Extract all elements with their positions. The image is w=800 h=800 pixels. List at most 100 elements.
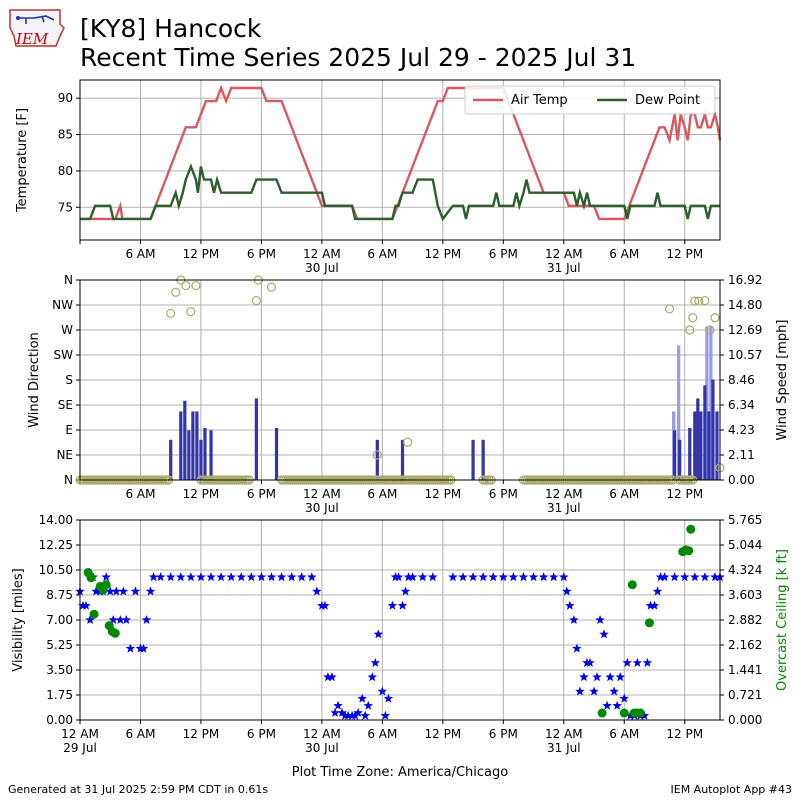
visibility-point [148, 572, 159, 582]
logo-text: IEM [15, 30, 49, 48]
wind-direction-point [710, 313, 720, 323]
x-tick-label: 6 PM [247, 487, 276, 501]
visibility-point [206, 572, 216, 582]
visibility-point [343, 710, 353, 720]
x-tick-label: 6 AM [609, 727, 639, 741]
visibility-point [605, 672, 615, 682]
plot-frame [79, 519, 721, 721]
visibility-point [246, 572, 257, 582]
x-tick-date-label: 30 Jul [305, 501, 339, 515]
y2-tick-label: 2.882 [728, 613, 762, 627]
visibility-point [307, 572, 317, 582]
x-tick-label: 6 AM [367, 487, 397, 501]
y2-tick-label: 16.92 [728, 273, 762, 287]
x-tick-label: 12 AM [303, 487, 341, 501]
visibility-point [105, 586, 115, 596]
ceiling-point [635, 708, 645, 718]
visibility-point [276, 572, 287, 582]
x-tick-label: 12 PM [424, 247, 461, 261]
visibility-point [330, 707, 340, 717]
wind-speed-bar [703, 385, 707, 480]
y-tick-label: 8.75 [46, 588, 73, 602]
y-tick-label: 14.00 [39, 513, 73, 527]
x-tick-label: 6 AM [125, 487, 155, 501]
visibility-point [91, 586, 101, 596]
x-tick-label: 12 AM [545, 487, 583, 501]
visibility-point [327, 672, 337, 682]
y2-tick-label: 12.69 [728, 323, 762, 337]
visibility-point [538, 572, 549, 582]
y-tick-label: 80 [58, 164, 73, 178]
x-tick-date-label: 31 Jul [547, 741, 581, 755]
visibility-point [565, 600, 575, 610]
iem-logo: IEM [9, 9, 65, 48]
wind-direction-point [402, 437, 413, 447]
visibility-point [690, 572, 700, 582]
ceiling-point [684, 546, 694, 556]
y2-tick-label: 1.441 [728, 663, 762, 677]
ceiling-point [597, 708, 607, 718]
visibility-point [350, 710, 360, 720]
wind-direction-point [700, 295, 710, 306]
visibility-point [615, 672, 625, 682]
wind-direction-point [372, 450, 382, 460]
visibility-point [81, 600, 91, 610]
ceiling-point [86, 573, 96, 583]
y-axis-label: Temperature [F] [15, 108, 30, 213]
x-tick-label: 6 AM [609, 247, 639, 261]
y-tick-label: N [64, 473, 73, 487]
y-tick-label: 75 [58, 200, 73, 214]
visibility-point [599, 629, 609, 639]
x-tick-label: 12 PM [424, 727, 461, 741]
visibility-point [186, 572, 196, 582]
visibility-point [397, 600, 408, 610]
visibility-point [383, 693, 394, 703]
visibility-point [297, 572, 307, 582]
x-tick-label: 6 AM [125, 247, 155, 261]
visibility-point [622, 657, 632, 667]
x-tick-label: 6 AM [609, 487, 639, 501]
visibility-point [403, 572, 414, 582]
x-tick-date-label: 30 Jul [305, 741, 339, 755]
wind-direction-point [186, 307, 196, 317]
gust-bar [677, 345, 681, 480]
visibility-point [428, 572, 438, 582]
y-tick-label: 12.25 [39, 538, 73, 552]
wind-speed-bar [715, 411, 719, 480]
visibility-point [145, 586, 156, 596]
wind-speed-bar [481, 439, 485, 480]
visibility-point [407, 572, 418, 582]
visibility-point [196, 572, 206, 582]
visibility-point [380, 710, 391, 720]
y-tick-label: 10.50 [39, 563, 73, 577]
x-tick-label: 12 PM [666, 247, 703, 261]
visibility-point [585, 657, 595, 667]
visibility-point [138, 643, 149, 653]
visibility-point [575, 686, 585, 696]
wind-speed-bar [688, 427, 692, 480]
visibility-point [448, 572, 458, 582]
visibility-point [589, 686, 599, 696]
wind-direction-point [171, 287, 181, 297]
visibility-point [659, 572, 670, 582]
ceiling-point [110, 628, 120, 638]
footer-generated: Generated at 31 Jul 2025 2:59 PM CDT in … [8, 783, 269, 796]
x-tick-label: 6 AM [125, 727, 155, 741]
y2-tick-label: 5.044 [728, 538, 762, 552]
visibility-point [320, 600, 330, 610]
wind-direction-point [665, 304, 675, 314]
legend-label: Dew Point [635, 93, 700, 108]
wind-direction-point [705, 325, 715, 335]
visibility-point [176, 572, 186, 582]
visibility-point [478, 572, 488, 582]
x-tick-label: 12 PM [183, 487, 220, 501]
y-tick-label: 85 [58, 128, 73, 142]
wind-speed-bar [699, 411, 703, 480]
y2-tick-label: 5.765 [728, 513, 762, 527]
y-tick-label: 7.00 [46, 613, 73, 627]
y-tick-label: N [64, 273, 73, 287]
wind-speed-bar [707, 411, 711, 480]
visibility-point [373, 629, 384, 639]
x-tick-date-label: 31 Jul [547, 261, 581, 275]
